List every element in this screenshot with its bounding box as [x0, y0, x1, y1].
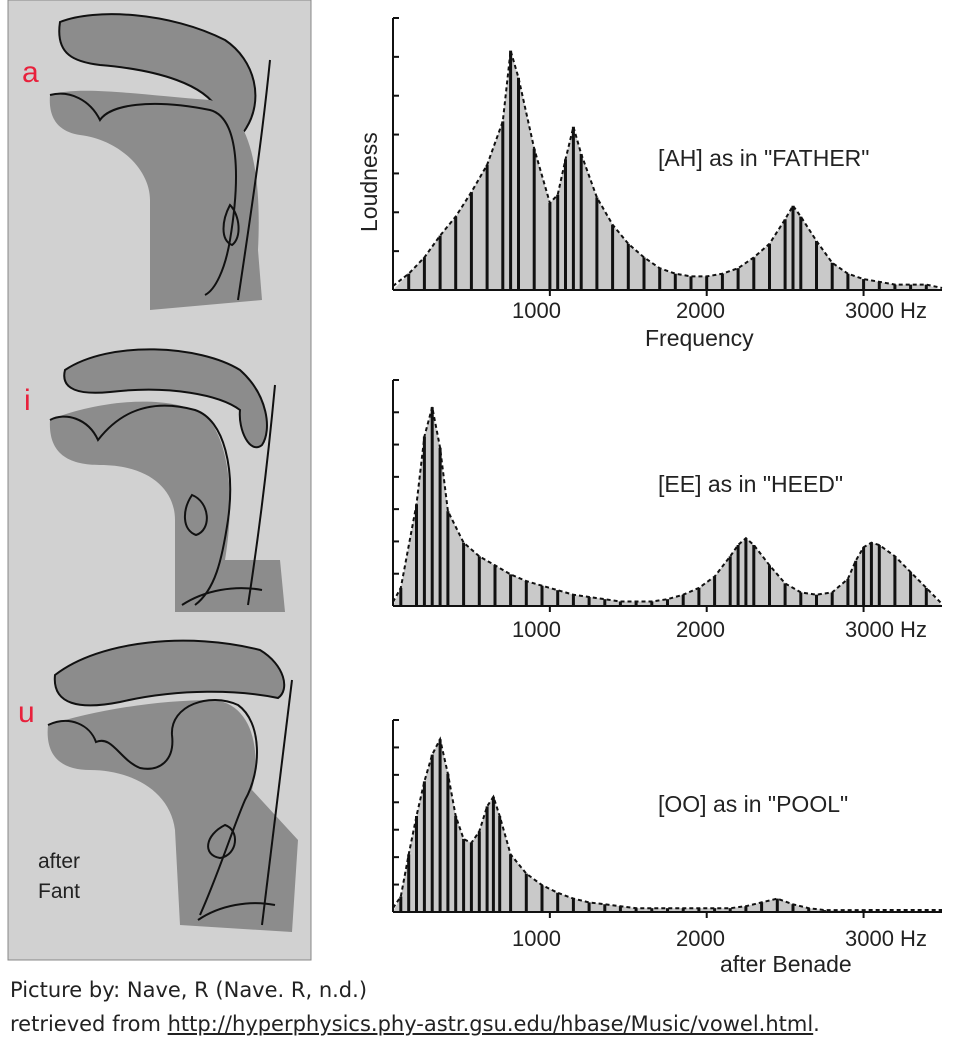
chart-title-ah: [AH] as in "FATHER": [658, 145, 869, 171]
caption-suffix: .: [813, 1012, 820, 1036]
spectrum-plot-oo: [392, 719, 943, 918]
picture-credit-caption: Picture by: Nave, R (Nave. R, n.d.): [10, 978, 367, 1002]
vowel-label-i: i: [24, 384, 31, 417]
envelope-line: [392, 406, 943, 605]
x-tick-3000-oo: 3000 Hz: [845, 926, 927, 951]
caption-line1: Picture by: Nave, R (Nave. R, n.d.): [10, 978, 368, 1002]
x-tick-2000-oo: 2000: [676, 926, 725, 951]
x-tick-3000-ah: 3000 Hz: [845, 298, 927, 323]
x-tick-2000-ee: 2000: [676, 617, 725, 642]
envelope-fill: [393, 739, 942, 912]
spectrum-plot-ee: [392, 379, 943, 612]
vocal-tract-a-drawing: [49, 13, 271, 310]
x-tick-2000-ah: 2000: [676, 298, 725, 323]
y-axis-label: Loudness: [356, 132, 382, 232]
vowel-label-u: u: [18, 696, 35, 729]
source-link[interactable]: http://hyperphysics.phy-astr.gsu.edu/hba…: [167, 1012, 814, 1036]
anatomy-credit-line2: Fant: [38, 880, 80, 903]
envelope-fill: [393, 407, 942, 606]
x-tick-3000-ee: 3000 Hz: [845, 617, 927, 642]
spectrum-chart-oo: [OO] as in "POOL" 1000 2000 3000 Hz afte…: [392, 719, 943, 975]
spectrum-chart-ee: [EE] as in "HEED" 1000 2000 3000 Hz: [392, 379, 943, 642]
source-caption: retrieved from http://hyperphysics.phy-a…: [10, 1012, 820, 1036]
caption-prefix: retrieved from: [10, 1012, 168, 1036]
x-tick-1000-ah: 1000: [512, 298, 561, 323]
envelope-line: [392, 50, 943, 289]
vowel-formant-figure: a i u after Fant [AH] as in "FATHER" Lou…: [7, 0, 943, 975]
chart-title-oo: [OO] as in "POOL": [658, 791, 848, 817]
x-tick-1000-oo: 1000: [512, 926, 561, 951]
vowel-label-a: a: [22, 56, 39, 89]
vocal-tract-u-drawing: [47, 639, 298, 932]
x-axis-label: Frequency: [645, 325, 754, 351]
vocal-tract-i-drawing: [49, 348, 286, 612]
spectrum-plot-ah: [392, 17, 943, 296]
anatomy-credit-line1: after: [38, 850, 80, 873]
envelope-fill: [393, 50, 942, 290]
chart-credit: after Benade: [720, 951, 852, 975]
envelope-line: [392, 736, 943, 912]
spectrum-chart-ah: [AH] as in "FATHER" Loudness 1000 2000 3…: [356, 17, 943, 351]
x-tick-1000-ee: 1000: [512, 617, 561, 642]
chart-title-ee: [EE] as in "HEED": [658, 471, 843, 497]
